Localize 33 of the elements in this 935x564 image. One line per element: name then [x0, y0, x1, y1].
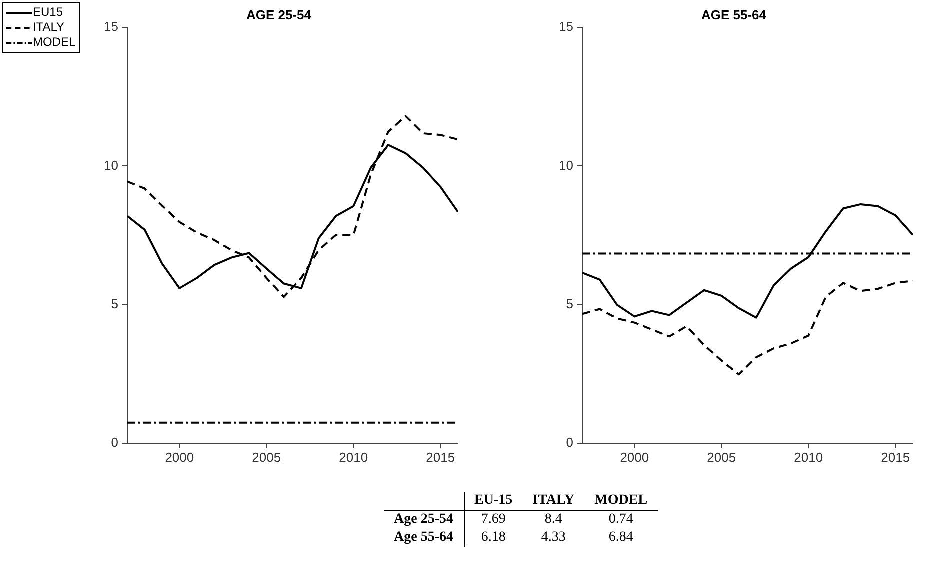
- y-tick-label: 15: [558, 19, 574, 34]
- legend-label: MODEL: [33, 35, 76, 50]
- legend-label: EU15: [33, 5, 64, 20]
- x-tick-label: 2005: [252, 450, 282, 465]
- data-label: 4.33: [540, 529, 567, 547]
- x-tick-label: 2015: [881, 450, 910, 465]
- y-tick-label: 10: [558, 158, 574, 173]
- y-tick-label: 0: [111, 434, 118, 450]
- category-label: EU-15: [464, 492, 523, 510]
- chart-title: AGE 55-64: [701, 7, 768, 22]
- x-tick-label: 2000: [620, 450, 650, 465]
- x-tick-label: 2010: [339, 450, 368, 465]
- y-tick-label: 5: [111, 296, 118, 312]
- x-tick-label: 2000: [165, 450, 194, 465]
- line-series: [127, 115, 458, 298]
- text: Age 55-64: [384, 529, 464, 547]
- data-label: 8.4: [544, 511, 564, 529]
- text: Age 25-54: [384, 510, 464, 529]
- category-label: MODEL: [584, 492, 658, 510]
- y-tick-label: 10: [104, 158, 118, 173]
- x-tick-label: 2005: [707, 450, 736, 465]
- legend-label: ITALY: [33, 20, 65, 35]
- data-label: 7.69: [480, 511, 507, 529]
- category-label: ITALY: [522, 492, 585, 510]
- x-tick-label: 2010: [794, 450, 824, 465]
- y-tick-label: 5: [566, 296, 574, 312]
- data-label: 0.74: [608, 511, 634, 529]
- data-label: 6.84: [608, 529, 634, 547]
- y-tick-label: 0: [566, 434, 574, 450]
- data-label: 6.18: [480, 529, 507, 547]
- chart-title: AGE 25-54: [246, 7, 312, 22]
- x-tick-label: 2015: [426, 450, 456, 465]
- y-tick-label: 15: [104, 19, 118, 34]
